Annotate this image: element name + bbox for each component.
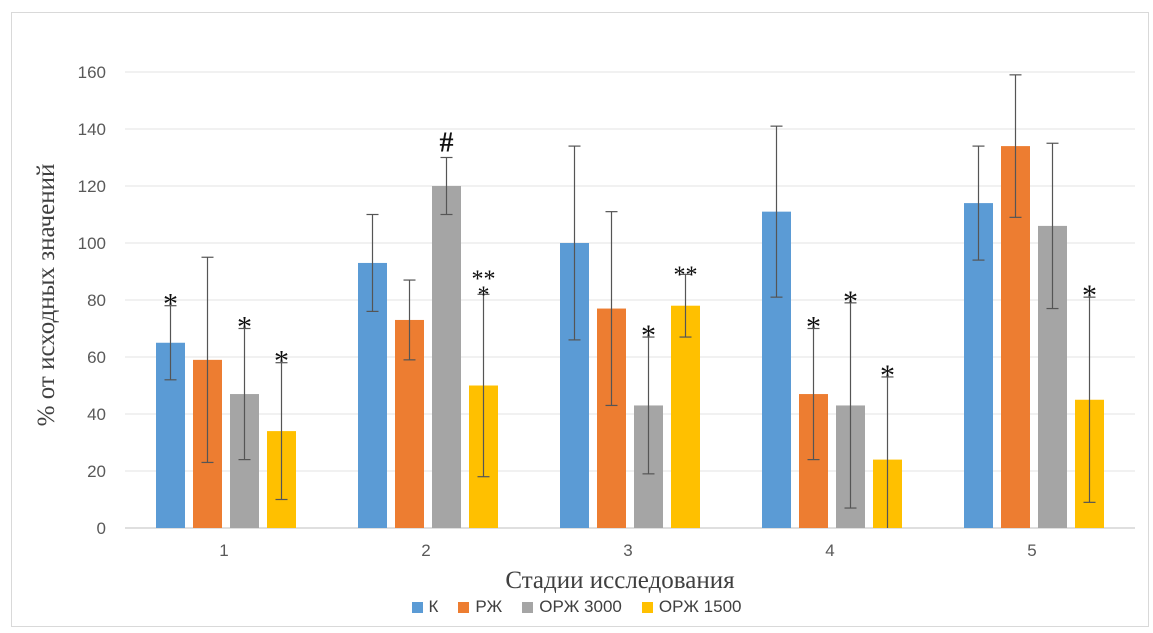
x-tick-label: 3 (623, 541, 632, 560)
legend-item: ОРЖ 1500 (641, 597, 742, 617)
x-tick-label: 2 (421, 541, 430, 560)
significance-mark: * (163, 288, 178, 321)
legend-item: К (411, 597, 439, 617)
legend-swatch (522, 601, 534, 613)
x-tick-label: 5 (1027, 541, 1036, 560)
significance-mark: * (237, 311, 252, 344)
x-tick-label: 4 (825, 541, 834, 560)
legend-item: ОРЖ 3000 (522, 597, 622, 617)
y-tick-label: 160 (78, 63, 106, 82)
significance-mark: * (274, 345, 289, 378)
x-axis-title: Стадии исследования (505, 567, 735, 594)
y-tick-label: 40 (87, 405, 106, 424)
y-tick-label: 0 (97, 519, 106, 538)
y-axis-ticks: 0 20 40 60 80 100 120 140 160 (78, 63, 106, 538)
y-tick-label: 100 (78, 234, 106, 253)
x-axis-ticks: 1 2 3 4 5 (219, 541, 1036, 560)
legend: К РЖ ОРЖ 3000 ОРЖ 1500 (0, 594, 1153, 620)
significance-mark: * (641, 319, 656, 352)
significance-mark: * (1082, 279, 1097, 312)
significance-mark: ** * (472, 266, 496, 308)
x-tick-label: 1 (219, 541, 228, 560)
y-tick-label: 120 (78, 177, 106, 196)
error-bars (164, 74, 1096, 528)
y-tick-label: 20 (87, 462, 106, 481)
significance-marks: ***#***** ***** (163, 128, 1097, 392)
significance-mark: # (440, 128, 454, 159)
legend-swatch (641, 601, 653, 613)
legend-swatch (458, 601, 470, 613)
y-tick-label: 80 (87, 291, 106, 310)
legend-label: К (428, 597, 439, 616)
legend-item: РЖ (458, 597, 502, 617)
y-tick-label: 140 (78, 120, 106, 139)
legend-label: ОРЖ 3000 (539, 597, 622, 616)
bar (432, 186, 461, 528)
significance-mark: * (880, 359, 895, 392)
legend-label: ОРЖ 1500 (658, 597, 742, 616)
bar (671, 305, 700, 528)
significance-mark: * (843, 285, 858, 318)
y-axis-title: % от исходных значений (33, 164, 60, 427)
y-tick-label: 60 (87, 348, 106, 367)
significance-mark: * (806, 311, 821, 344)
legend-swatch (411, 601, 423, 613)
significance-mark: ** (674, 262, 698, 288)
legend-label: РЖ (475, 597, 503, 616)
